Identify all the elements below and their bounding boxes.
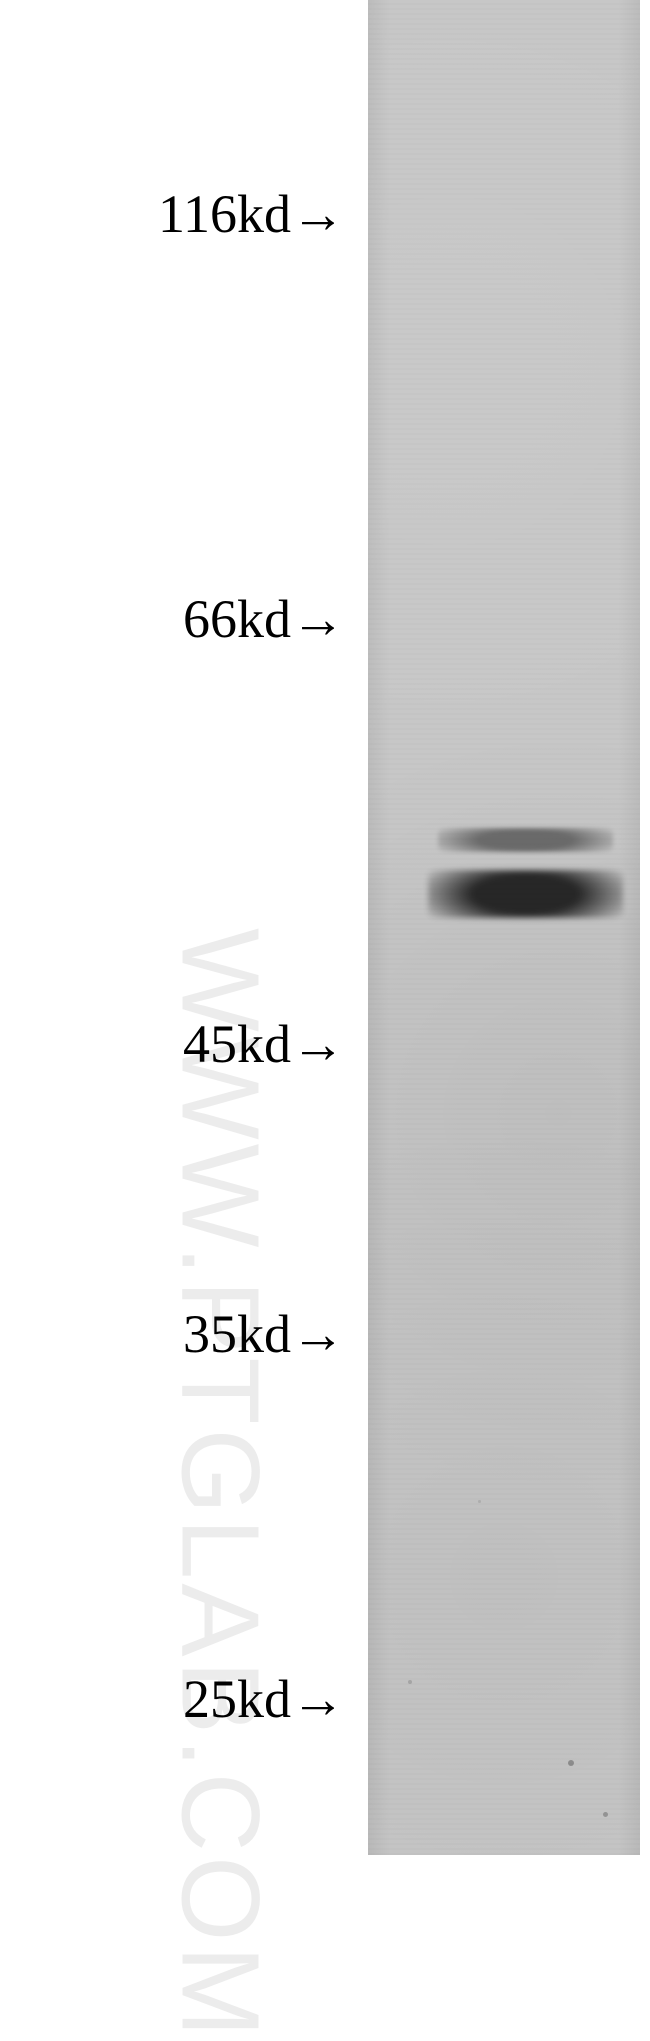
marker-label-1: 66kd→ — [183, 588, 345, 650]
protein-band-0 — [438, 828, 613, 852]
western-blot-figure: WWW.PTGLAB.COM 116kd→66kd→45kd→35kd→25kd… — [0, 0, 650, 1855]
speckle-3 — [478, 1500, 481, 1503]
marker-label-3: 35kd→ — [183, 1303, 345, 1365]
marker-label-0: 116kd→ — [158, 183, 345, 245]
marker-label-2: 45kd→ — [183, 1013, 345, 1075]
blot-lane — [368, 0, 640, 1855]
protein-band-1 — [428, 870, 623, 918]
speckle-1 — [603, 1812, 608, 1817]
speckle-0 — [568, 1760, 574, 1766]
speckle-2 — [408, 1680, 412, 1684]
marker-label-4: 25kd→ — [183, 1668, 345, 1730]
watermark-text: WWW.PTGLAB.COM — [157, 928, 284, 2041]
